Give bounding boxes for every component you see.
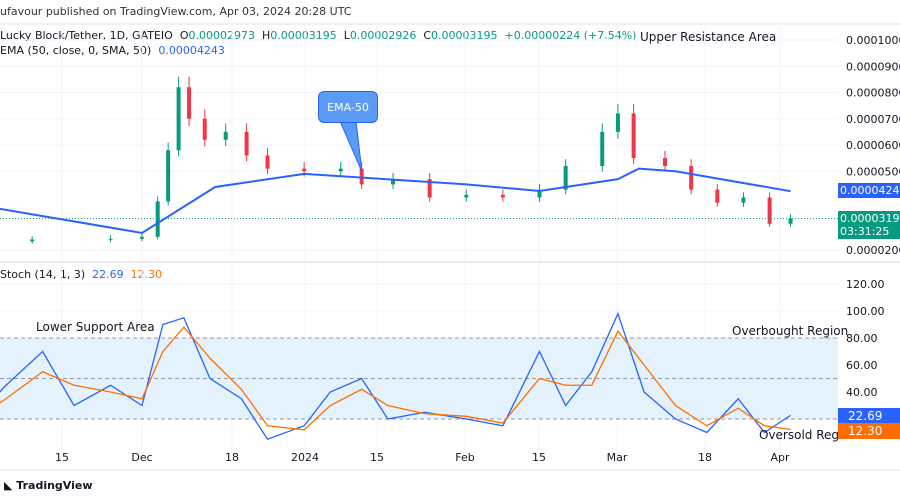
symbol: Lucky Block/Tether, 1D, GATEIO <box>0 29 173 42</box>
open-label: O <box>179 29 189 42</box>
high-value: 0.00003195 <box>270 29 337 42</box>
price-tick-label: 0.00007000 <box>846 113 900 126</box>
candle-body <box>600 131 605 166</box>
overbought-label: Overbought Region <box>732 324 849 338</box>
candle-body <box>767 197 772 224</box>
candle-body <box>427 179 432 198</box>
oversold-label: Oversold Regio <box>759 428 850 442</box>
lower-support-label: Lower Support Area <box>36 320 155 334</box>
time-tick-label: Mar <box>607 451 628 464</box>
close-value: 0.00003195 <box>431 29 498 42</box>
ema-price-tag: 0.00004243 <box>838 183 900 198</box>
publish-info: ufavour published on TradingView.com, Ap… <box>0 5 352 18</box>
candle-body <box>631 113 636 159</box>
time-tick-label: Apr <box>770 451 790 464</box>
price-tick-label: 0.00009000 <box>846 60 900 73</box>
tradingview-logo[interactable]: ◣ TradingView <box>4 479 93 492</box>
ema50-callout: EMA-50 <box>318 91 378 123</box>
candle-body <box>166 150 171 202</box>
candle-body <box>537 189 542 198</box>
candle-body <box>244 131 249 156</box>
stoch-d-line <box>0 326 791 431</box>
stoch-k-value: 22.69 <box>92 268 124 281</box>
stoch-tick-label: 100.00 <box>846 305 885 318</box>
stoch-tick-label: 120.00 <box>846 278 885 291</box>
stoch-legend[interactable]: Stoch (14, 1, 3) 22.69 12.30 <box>0 268 162 281</box>
candle-body <box>302 168 307 172</box>
callout-pointer <box>339 120 363 173</box>
candle-body <box>788 218 793 224</box>
candle-body <box>223 131 228 140</box>
low-label: L <box>343 29 350 42</box>
time-tick-label: 15 <box>55 451 69 464</box>
stoch-d-tag: 12.30 <box>838 423 900 439</box>
candle-body <box>500 194 505 198</box>
open-value: 0.00002973 <box>188 29 255 42</box>
price-tick-label: 0.00005000 <box>846 165 900 178</box>
stoch-label: Stoch (14, 1, 3) <box>0 268 86 281</box>
stoch-d-value: 12.30 <box>130 268 163 281</box>
candle-body <box>202 118 207 140</box>
ema-legend[interactable]: EMA (50, close, 0, SMA, 50) 0.00004243 <box>0 44 225 57</box>
time-tick-label: Dec <box>131 451 152 464</box>
ema-value: 0.00004243 <box>158 44 225 57</box>
candle-body <box>265 155 270 169</box>
ema50-line <box>0 167 791 234</box>
time-tick-label: 2024 <box>291 451 319 464</box>
time-tick-label: 15 <box>532 451 546 464</box>
brand-name: TradingView <box>16 479 93 492</box>
candle-body <box>187 87 192 119</box>
stoch-k-tag: 22.69 <box>838 408 900 424</box>
candle-body <box>108 238 113 240</box>
candle-body <box>155 201 160 237</box>
candle-body <box>30 239 35 242</box>
bar-countdown: 03:31:25 <box>840 225 890 238</box>
last-price: 0.00003195 <box>840 212 900 225</box>
stoch-tick-label: 60.00 <box>846 359 878 372</box>
candle-body <box>140 236 144 239</box>
time-tick-label: 18 <box>698 451 712 464</box>
change-value: +0.00000224 (+7.54%) <box>504 29 637 42</box>
price-tick-label: 0.00006000 <box>846 139 900 152</box>
price-tick-label: 0.00010000 <box>846 34 900 47</box>
symbol-legend: Lucky Block/Tether, 1D, GATEIO O0.000029… <box>0 29 636 42</box>
candle-body <box>663 158 667 166</box>
candle-body <box>741 197 746 203</box>
stoch-tick-label: 40.00 <box>846 386 878 399</box>
price-tick-label: 0.00002000 <box>846 244 900 257</box>
high-label: H <box>261 29 271 42</box>
time-tick-label: Feb <box>455 451 474 464</box>
upper-resistance-label: Upper Resistance Area <box>640 30 777 44</box>
last-price-tag: 0.00003195 03:31:25 <box>838 211 900 239</box>
low-value: 0.00002926 <box>349 29 417 42</box>
candle-body <box>338 168 343 172</box>
price-tick-label: 0.00008000 <box>846 87 900 100</box>
candle-body <box>176 87 181 151</box>
candle-body <box>615 113 620 132</box>
time-tick-label: 15 <box>370 451 384 464</box>
stoch-tick-label: 80.00 <box>846 332 878 345</box>
ema-label: EMA (50, close, 0, SMA, 50) <box>0 44 152 57</box>
stoch-band <box>0 338 838 419</box>
candle-body <box>715 189 720 203</box>
candle-body <box>391 179 396 185</box>
candle-body <box>563 166 568 190</box>
candle-body <box>359 168 364 185</box>
close-label: C <box>423 29 432 42</box>
time-tick-label: 18 <box>225 451 239 464</box>
candle-body <box>464 194 469 198</box>
candle-body <box>689 166 694 190</box>
